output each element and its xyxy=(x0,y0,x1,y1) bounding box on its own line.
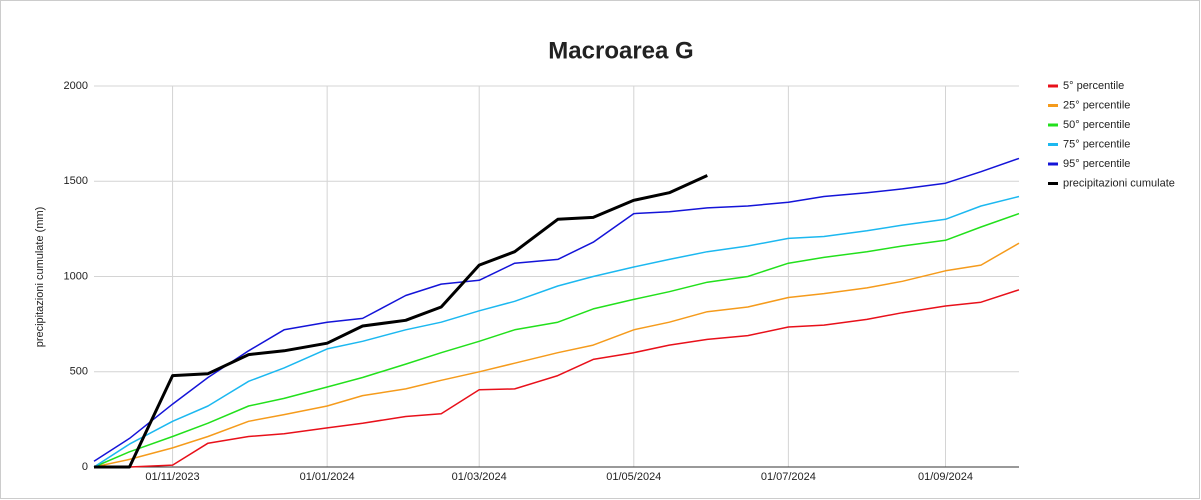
x-tick-label: 01/07/2024 xyxy=(761,471,816,483)
series-line xyxy=(93,212,1020,468)
legend-label: 50° percentile xyxy=(1063,119,1130,131)
legend-label: 25° percentile xyxy=(1063,99,1130,111)
y-tick-label: 1500 xyxy=(64,175,88,187)
x-tick-label: 01/03/2024 xyxy=(452,471,507,483)
series-line xyxy=(94,289,1020,468)
series-line xyxy=(93,242,1020,468)
series-line xyxy=(94,174,708,469)
legend-label: precipitazioni cumulate xyxy=(1063,177,1175,189)
chart-title: Macroarea G xyxy=(548,37,693,64)
x-tick-label: 01/09/2024 xyxy=(918,471,973,483)
x-tick-label: 01/05/2024 xyxy=(606,471,661,483)
legend-label: 95° percentile xyxy=(1063,158,1130,170)
y-tick-label: 1000 xyxy=(64,270,88,282)
y-tick-label: 0 xyxy=(82,461,88,473)
y-tick-label: 2000 xyxy=(64,80,88,92)
x-tick-label: 01/11/2023 xyxy=(145,471,199,483)
series-line xyxy=(93,157,1020,462)
y-tick-label: 500 xyxy=(70,366,88,378)
legend-label: 5° percentile xyxy=(1063,80,1124,92)
y-axis-label: precipitazioni cumulate (mm) xyxy=(34,207,46,348)
x-tick-label: 01/01/2024 xyxy=(300,471,355,483)
series-line xyxy=(93,195,1020,468)
legend-label: 75° percentile xyxy=(1063,138,1130,150)
